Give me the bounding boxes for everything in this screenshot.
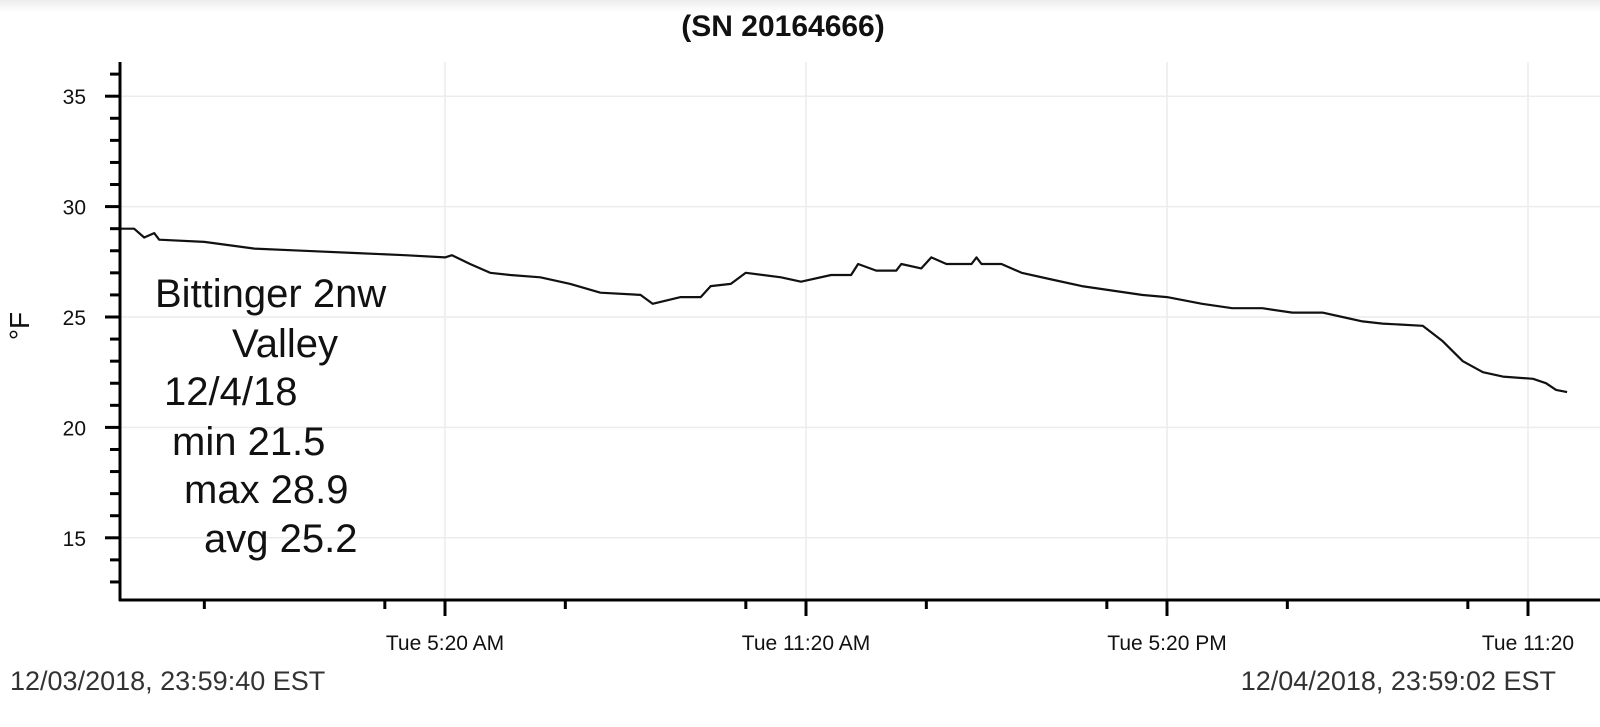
x-tick-label: Tue 5:20 AM <box>386 632 504 655</box>
temperature-line <box>120 227 1568 394</box>
top-bar <box>0 0 1600 12</box>
annotation-line-5: max 28.9 <box>184 468 349 512</box>
x-tick-label: Tue 11:20 AM <box>742 632 870 655</box>
x-tick-label: Tue 11:20 <box>1482 632 1574 655</box>
chart-title: (SN 20164666) <box>681 10 885 43</box>
annotation-line-2: Valley <box>232 322 338 366</box>
x-tick-label: Tue 5:20 PM <box>1107 632 1226 655</box>
start-timestamp: 12/03/2018, 23:59:40 EST <box>10 666 326 696</box>
annotation-line-1: Bittinger 2nw <box>155 272 387 316</box>
y-tick-label: 20 <box>63 417 86 440</box>
y-tick-label: 30 <box>63 197 86 220</box>
grid <box>120 62 1600 600</box>
annotation-line-4: min 21.5 <box>172 420 326 464</box>
annotation-line-6: avg 25.2 <box>204 517 358 561</box>
y-tick-label: 25 <box>63 307 86 330</box>
end-timestamp: 12/04/2018, 23:59:02 EST <box>1240 666 1556 696</box>
y-tick-label: 35 <box>63 86 86 109</box>
y-tick-label: 15 <box>63 528 86 551</box>
ticks: 15 20 25 30 35 Tue 5:20 AM Tue 11:20 AM Tue 5:2… <box>63 72 1574 655</box>
annotation-line-3: 12/4/18 <box>164 370 298 414</box>
